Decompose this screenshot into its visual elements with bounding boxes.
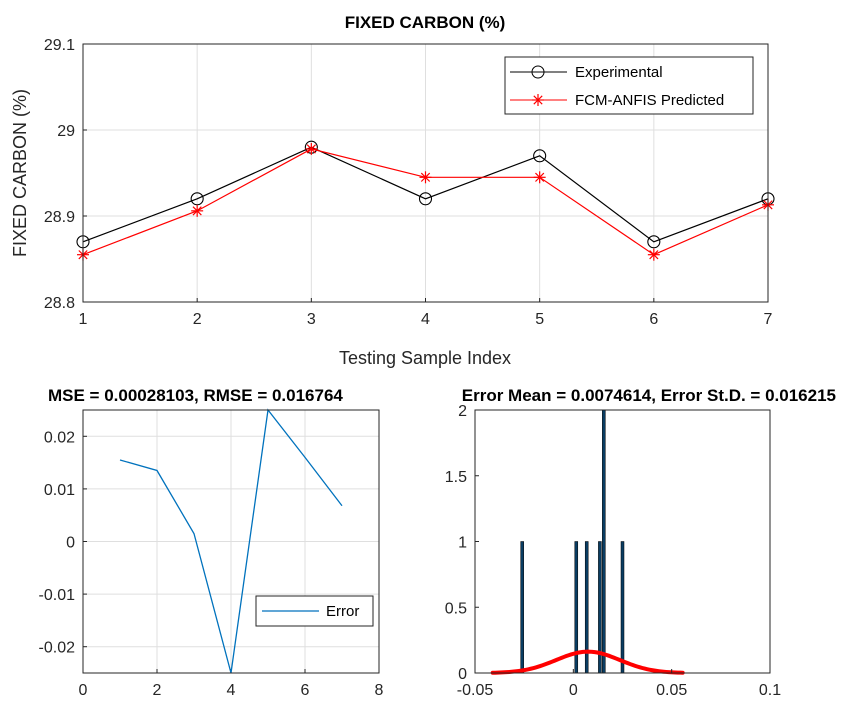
- x-tick-label: 0.1: [759, 682, 781, 699]
- data-point-experimental: [418, 192, 433, 206]
- x-tick-label: 1: [79, 311, 88, 328]
- legend: Error: [255, 595, 374, 627]
- data-point-predicted: [647, 248, 660, 261]
- x-tick-label: 2: [153, 682, 162, 699]
- y-axis-label: FIXED CARBON (%): [10, 89, 30, 257]
- x-tick-label: 4: [421, 311, 430, 328]
- legend-marker-experimental: [531, 65, 545, 79]
- y-tick-label: 2: [458, 403, 467, 420]
- normal-fit-curve: [490, 649, 685, 675]
- error-chart-title: MSE = 0.00028103, RMSE = 0.016764: [48, 386, 343, 405]
- legend-box: [504, 56, 754, 115]
- x-tick-label: 6: [301, 682, 310, 699]
- fixed-carbon-chart: 1 2 3 4 5 6 7 28.8 28.9 29 29.1 FIXED CARBON (%) T…: [10, 13, 775, 368]
- tick-labels: 0 2 4 6 8 -0.02 -0.01 0 0.01 0.02: [39, 429, 384, 699]
- legend: Experimental FCM-ANFIS Predicted: [504, 56, 754, 115]
- x-tick-label: -0.05: [457, 682, 494, 699]
- legend-label-experimental: Experimental: [575, 64, 663, 81]
- x-tick-label: 5: [535, 311, 544, 328]
- histogram-bar: [620, 541, 625, 674]
- histogram-bar: [602, 409, 606, 674]
- chart-title: FIXED CARBON (%): [345, 13, 506, 32]
- data-point-experimental: [647, 235, 661, 249]
- y-tick-label: 28.8: [44, 295, 75, 312]
- legend-label-predicted: FCM-ANFIS Predicted: [575, 92, 724, 109]
- y-tick-label: 29: [57, 123, 75, 140]
- y-tick-label: -0.02: [39, 640, 76, 657]
- x-tick-label: 8: [375, 682, 384, 699]
- x-tick-label: 0: [569, 682, 578, 699]
- legend-label-error: Error: [326, 603, 359, 620]
- data-point-predicted: [419, 171, 432, 184]
- x-tick-label: 6: [649, 311, 658, 328]
- data-point-experimental: [190, 192, 204, 206]
- legend-marker-predicted: [532, 94, 544, 106]
- normal-fit: [490, 649, 685, 675]
- y-tick-label: 0.5: [445, 600, 467, 617]
- y-tick-label: 0: [66, 535, 75, 552]
- histogram-chart-title: Error Mean = 0.0074614, Error St.D. = 0.…: [462, 386, 836, 405]
- y-tick-label: 1: [458, 535, 467, 552]
- y-tick-label: -0.01: [39, 587, 76, 604]
- y-tick-label: 29.1: [44, 37, 75, 54]
- data-point-experimental: [533, 149, 547, 163]
- data-point-predicted: [305, 142, 318, 155]
- x-axis-label: Testing Sample Index: [339, 348, 511, 368]
- legend-star-glyph: [532, 94, 544, 106]
- series-line-experimental: [82, 146, 769, 243]
- histogram-bar: [520, 541, 524, 674]
- x-tick-label: 3: [307, 311, 316, 328]
- y-tick-label: 0.01: [44, 482, 75, 499]
- x-tick-label: 4: [227, 682, 236, 699]
- axes-box: [82, 43, 769, 303]
- x-tick-label: 0: [79, 682, 88, 699]
- y-tick-label: 0: [458, 666, 467, 683]
- x-tick-label: 0.05: [656, 682, 687, 699]
- y-tick-label: 28.9: [44, 209, 75, 226]
- tick-labels: -0.05 0 0.05 0.100.511.52: [445, 403, 781, 699]
- histogram-chart: -0.05 0 0.05 0.100.511.52: [445, 403, 781, 699]
- x-tick-label: 2: [193, 311, 202, 328]
- y-tick-label: 0.02: [44, 429, 75, 446]
- error-chart: 0 2 4 6 8 -0.02 -0.01 0 0.01 0.02 Error: [39, 408, 384, 699]
- y-tick-label: 1.5: [445, 469, 467, 486]
- data-point-predicted: [533, 171, 546, 184]
- tick-labels: 1 2 3 4 5 6 7 28.8 28.9 29 29.1: [44, 37, 773, 328]
- axes-box: [82, 409, 380, 674]
- x-tick-label: 7: [764, 311, 773, 328]
- data-point-predicted: [191, 204, 204, 217]
